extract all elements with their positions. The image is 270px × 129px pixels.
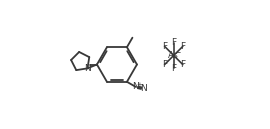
Text: −: −: [174, 48, 181, 57]
Text: F: F: [162, 60, 167, 69]
Text: N: N: [140, 84, 146, 93]
Text: F: F: [162, 42, 167, 51]
Text: F: F: [180, 60, 185, 69]
Text: F: F: [171, 38, 176, 47]
Text: N: N: [133, 82, 139, 91]
Text: +: +: [136, 82, 142, 88]
Text: F: F: [180, 42, 185, 51]
Text: N: N: [84, 64, 91, 73]
Text: F: F: [171, 64, 176, 73]
Text: As: As: [168, 51, 179, 60]
